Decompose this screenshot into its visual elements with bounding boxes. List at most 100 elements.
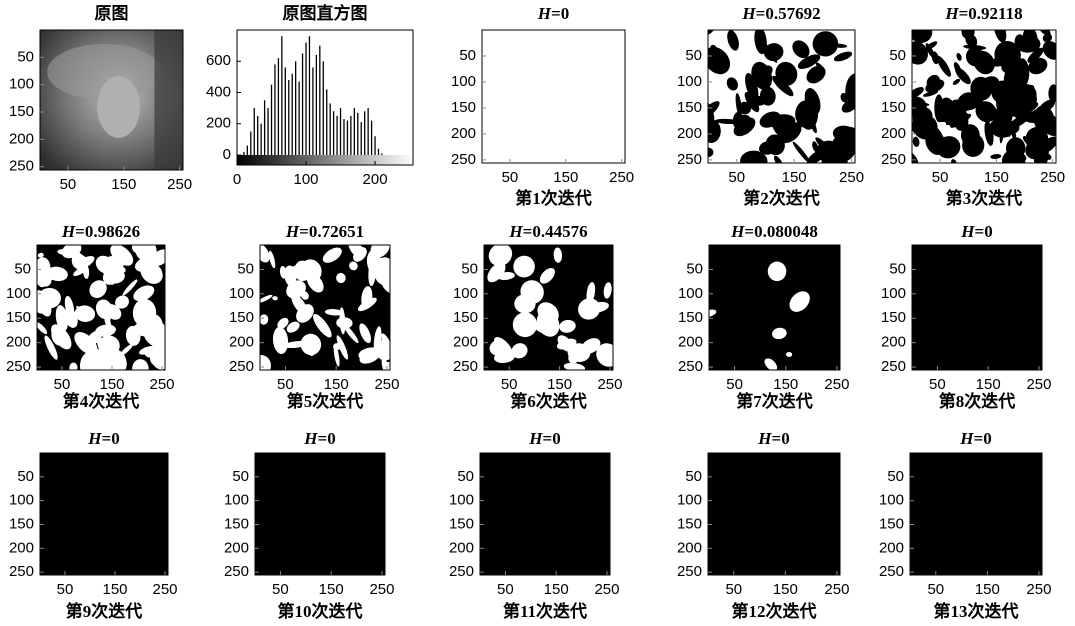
x-tick-label: 150 (99, 376, 124, 393)
image-bg (912, 245, 1042, 370)
x-tick-label: 250 (152, 581, 177, 598)
image (40, 453, 168, 575)
title-part: =0.72651 (299, 222, 364, 241)
y-tick-label: 50 (457, 468, 474, 485)
title-part: H (757, 429, 772, 448)
y-tick-label: 150 (881, 309, 906, 326)
image (480, 453, 610, 575)
y-tick-label: 50 (237, 260, 254, 277)
y-tick-label: 250 (451, 151, 476, 168)
x-tick-label: 50 (54, 376, 71, 393)
image (697, 24, 863, 178)
image-bg (40, 453, 168, 575)
photo-face (97, 76, 140, 138)
y-tick-label: 250 (224, 563, 249, 580)
panel-title: H=0 (960, 222, 992, 241)
x-tick-label: 150 (975, 581, 1000, 598)
caption: 第11次迭代 (503, 601, 587, 621)
x-tick-label: 50 (57, 581, 74, 598)
caption: 第13次迭代 (934, 601, 1019, 621)
panel-title: 原图 (95, 4, 129, 23)
y-tick-label: 50 (685, 468, 702, 485)
panel-title: H=0.080048 (730, 222, 818, 241)
y-tick-label: 50 (461, 260, 478, 277)
y-tick-label: 250 (9, 158, 34, 175)
x-tick-label: 150 (324, 376, 349, 393)
image (901, 12, 1065, 174)
title-part: =0.44576 (523, 222, 588, 241)
y-tick-label: 200 (881, 125, 906, 142)
x-tick-label: 150 (773, 581, 798, 598)
y-tick-label: 250 (6, 358, 31, 375)
title-part: H (959, 429, 974, 448)
y-tick-label: 150 (879, 515, 904, 532)
y-tick-label: 100 (449, 492, 474, 509)
title-part: H (303, 429, 318, 448)
y-tick-label: 200 (206, 115, 231, 132)
y-tick-label: 150 (881, 99, 906, 116)
title-part: H (730, 222, 745, 241)
x-tick-label: 150 (111, 176, 136, 193)
title-part: =0 (318, 429, 336, 448)
x-tick-label: 250 (824, 376, 849, 393)
y-tick-label: 600 (206, 52, 231, 69)
y-tick-label: 250 (229, 358, 254, 375)
y-tick-label: 100 (881, 285, 906, 302)
y-tick-label: 150 (451, 99, 476, 116)
y-tick-label: 50 (889, 47, 906, 64)
x-tick-label: 150 (102, 581, 127, 598)
y-tick-label: 100 (677, 73, 702, 90)
x-tick-label: 0 (233, 171, 241, 188)
y-tick-label: 200 (224, 539, 249, 556)
y-tick-label: 150 (6, 309, 31, 326)
y-tick-label: 400 (206, 83, 231, 100)
image-region (514, 294, 535, 313)
panel-title: H=0.92118 (944, 4, 1022, 23)
x-tick-label: 150 (544, 581, 569, 598)
x-tick-label: 250 (149, 376, 174, 393)
x-tick-label: 150 (984, 169, 1009, 186)
panel: H=0.98626第4次迭代5015025050100150200250 (6, 222, 175, 411)
y-tick-label: 200 (6, 334, 31, 351)
y-tick-label: 50 (17, 48, 34, 65)
x-tick-label: 50 (929, 376, 946, 393)
x-tick-label: 100 (294, 171, 319, 188)
y-tick-label: 100 (451, 73, 476, 90)
x-tick-label: 150 (319, 581, 344, 598)
caption: 第1次迭代 (515, 188, 592, 208)
panel-title: H=0 (757, 429, 789, 448)
gray-bar (237, 155, 413, 165)
caption: 第6次迭代 (510, 391, 587, 411)
y-tick-label: 150 (224, 515, 249, 532)
image (702, 245, 840, 373)
image (484, 239, 624, 373)
y-tick-label: 100 (881, 73, 906, 90)
x-tick-label: 50 (501, 376, 518, 393)
y-tick-label: 150 (677, 515, 702, 532)
caption: 第8次迭代 (939, 391, 1016, 411)
y-tick-label: 50 (232, 468, 249, 485)
panel: H=0.92118第3次迭代5015025050100150200250 (881, 4, 1066, 208)
caption: 第3次迭代 (946, 188, 1023, 208)
panel-title: H=0 (959, 429, 991, 448)
plot-area (237, 30, 413, 165)
panel-title: H=0 (303, 429, 335, 448)
y-tick-label: 150 (449, 515, 474, 532)
y-tick-label: 200 (677, 125, 702, 142)
panel-title: H=0.72651 (285, 222, 364, 241)
y-tick-label: 100 (224, 492, 249, 509)
y-tick-label: 200 (677, 539, 702, 556)
image-bg (910, 453, 1042, 575)
panel: H=0第11次迭代5015025050100150200250 (449, 429, 620, 621)
title-part: =0 (772, 429, 790, 448)
image-bg (480, 453, 610, 575)
y-tick-label: 200 (9, 130, 34, 147)
y-tick-label: 0 (223, 146, 231, 163)
image (249, 233, 397, 378)
x-tick-label: 50 (728, 169, 745, 186)
title-part: H (285, 222, 300, 241)
